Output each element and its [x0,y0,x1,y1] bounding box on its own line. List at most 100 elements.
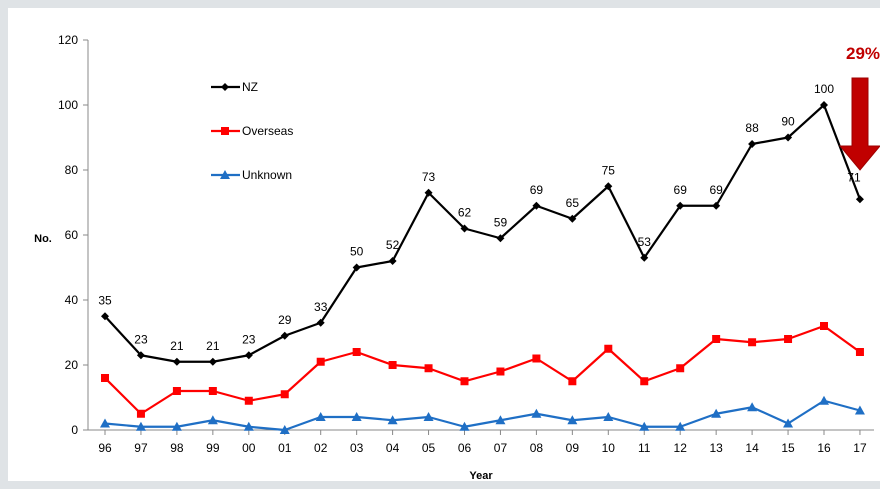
data-point-marker [712,201,721,210]
data-point-marker [675,421,686,431]
legend-label: Overseas [242,124,293,138]
data-point-marker [207,415,218,425]
data-label: 69 [530,183,544,197]
data-label: 90 [781,115,795,129]
data-point-marker [784,335,793,343]
data-label: 88 [745,121,759,135]
data-point-marker [676,364,685,373]
data-point-marker [423,412,434,421]
data-point-marker [208,387,217,395]
data-point-marker [604,344,613,353]
data-point-marker [640,377,649,386]
data-point-marker [783,418,794,428]
x-axis-title: Year [469,470,493,481]
data-point-marker [819,395,829,405]
data-point-marker [531,408,542,418]
down-arrow-icon [838,77,880,171]
data-point-marker [388,361,397,369]
x-tick-label: 06 [458,441,472,455]
series-line [104,103,861,363]
data-point-marker [855,195,864,204]
data-point-marker [101,374,109,382]
data-point-marker [388,257,397,265]
data-point-marker [496,367,505,376]
data-label: 53 [638,235,652,249]
series-line [104,324,861,415]
x-tick-label: 16 [817,441,831,455]
data-label: 23 [242,332,256,346]
legend: NZ Overseas Unknown [211,80,293,182]
data-label: 69 [709,183,723,197]
x-tick-label: 03 [350,441,364,455]
data-point-marker [496,234,505,243]
data-point-marker [243,421,254,431]
data-point-marker [136,351,145,360]
data-label: 29 [278,313,292,327]
data-point-marker [280,390,289,399]
x-tick-label: 07 [494,441,508,455]
data-point-marker [820,322,828,330]
x-tick-label: 09 [566,441,580,455]
data-label: 23 [134,332,148,346]
y-tick-label: 40 [65,293,79,307]
data-point-marker [855,348,864,356]
data-point-marker [221,83,229,91]
data-label: 52 [386,238,400,252]
data-point-marker [568,377,577,386]
data-point-marker [100,418,110,428]
x-tick-label: 05 [422,441,436,455]
data-label: 75 [602,163,616,177]
legend-label: NZ [242,80,258,94]
data-point-marker [532,354,541,363]
data-point-marker [171,421,182,431]
data-point-marker [316,318,325,327]
y-tick-label: 60 [65,228,79,242]
data-point-marker [315,412,326,421]
x-tick-label: 17 [853,441,867,455]
x-tick-label: 15 [781,441,795,455]
y-tick-label: 100 [58,98,78,112]
data-point-marker [748,338,757,347]
y-tick-label: 0 [71,423,78,437]
data-point-marker [747,402,758,412]
data-point-marker [172,387,181,395]
data-point-marker [244,351,253,360]
data-point-marker [351,412,362,421]
data-label: 50 [350,245,364,259]
x-tick-label: 12 [674,441,688,455]
x-tick-label: 04 [386,441,400,455]
data-point-marker [424,364,433,373]
data-point-marker [387,415,398,425]
line-chart: 0 20 40 60 80 100 120 96 97 98 99 00 01 02 03 04 05 06 07 0… [34,33,880,481]
legend-label: Unknown [242,168,292,182]
data-label: 35 [98,293,112,307]
x-tick-label: 13 [709,441,723,455]
data-label: 33 [314,300,328,314]
data-label: 100 [814,82,834,96]
data-label: 71 [847,170,861,184]
data-point-marker [676,201,685,210]
data-point-marker [424,188,433,197]
data-point-marker [532,201,541,210]
data-point-marker [567,415,578,425]
data-point-marker [220,170,230,179]
y-tick-label: 20 [65,358,79,372]
data-point-marker [460,377,469,386]
x-tick-label: 10 [602,441,616,455]
data-point-marker [172,357,181,366]
data-label: 62 [458,206,472,220]
data-point-marker [280,331,289,340]
data-point-marker [459,421,470,431]
y-tick-label: 120 [58,33,78,47]
data-label: 69 [674,183,688,197]
data-point-marker [640,253,649,262]
data-point-marker [748,140,757,148]
x-tick-label: 02 [314,441,328,455]
data-labels: 35 23 21 21 23 29 33 50 52 73 62 59 69 65 75 53 69 69 88 90… [98,82,861,353]
data-point-marker [784,133,793,142]
x-tick-label: 96 [98,441,112,455]
data-point-marker [639,421,650,431]
data-point-marker [712,335,721,343]
series-line [104,399,861,432]
series-lines [100,101,865,434]
